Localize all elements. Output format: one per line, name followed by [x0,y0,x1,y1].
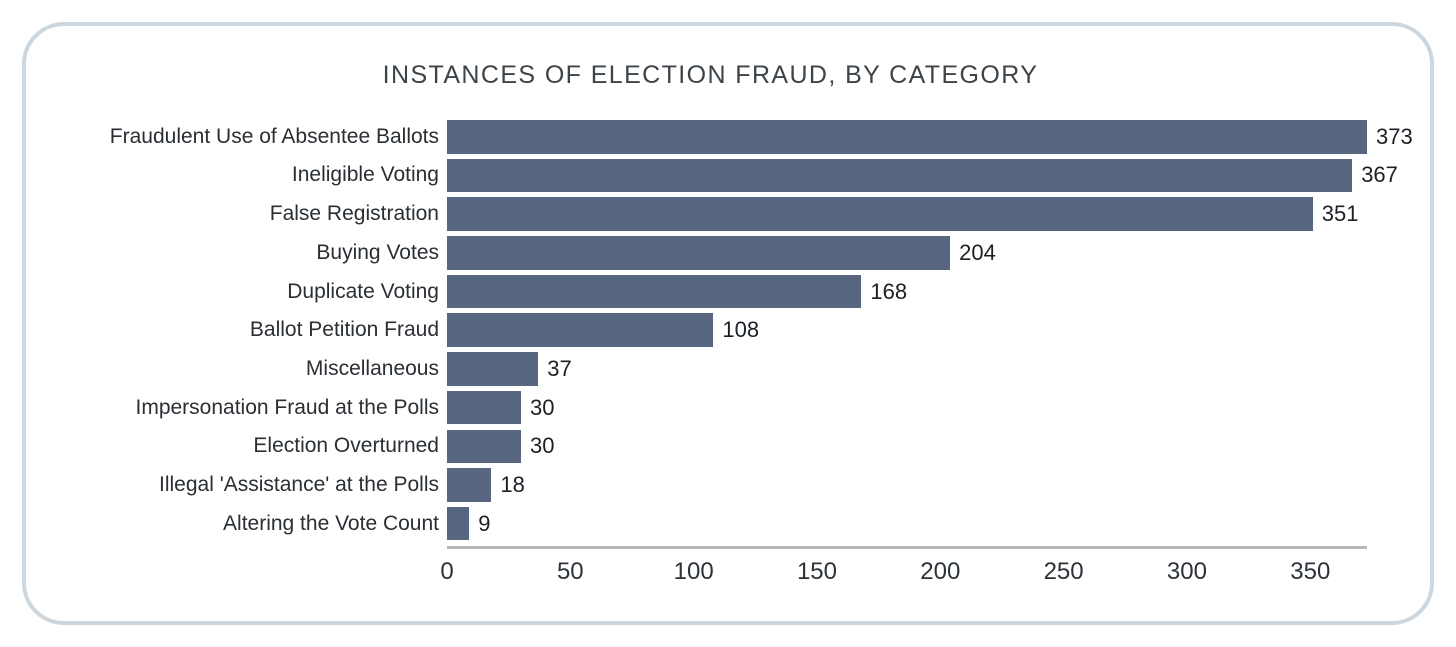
value-label: 37 [547,355,572,381]
bar [447,352,539,386]
bar-track: 9 [447,506,1367,541]
bar-track: 37 [447,352,1367,386]
x-axis-line [447,545,1367,549]
value-label: 367 [1361,162,1398,188]
x-tick-label: 250 [1043,557,1084,585]
x-tick-label: 50 [556,557,584,585]
bar-track: 351 [447,197,1367,231]
category-label: Fraudulent Use of Absentee Ballots [109,124,439,148]
value-label: 18 [500,471,525,497]
bar-track: 204 [447,236,1367,270]
bar [447,236,951,270]
bar-track: 168 [447,274,1367,309]
bar-row: Duplicate Voting 168 [54,274,1367,309]
x-tick-label: 100 [673,557,714,585]
bar [447,429,521,463]
category-label: Ballot Petition Fraud [249,318,439,342]
chart-title: INSTANCES OF ELECTION FRAUD, BY CATEGORY [382,61,1039,89]
bar-rows: Fraudulent Use of Absentee Ballots 373 Ine… [54,120,1413,541]
bar-row: False Registration 351 [54,197,1367,231]
bar-track: 367 [447,158,1398,193]
bar-row: Altering the Vote Count 9 [54,506,1367,541]
bar-row: Election Overturned 30 [54,429,1367,463]
category-label: Altering the Vote Count [223,511,439,535]
x-tick-label: 200 [920,557,961,585]
bar [447,158,1353,193]
bar-row: Miscellaneous 37 [54,352,1367,386]
value-label: 30 [529,433,555,459]
value-label: 168 [870,278,908,304]
category-label: Buying Votes [316,240,439,264]
bar-row: Fraudulent Use of Absentee Ballots 373 [54,120,1413,154]
category-label: Duplicate Voting [287,279,439,303]
category-label: Miscellaneous [305,356,439,380]
bar-row: Buying Votes 204 [54,236,1367,270]
x-tick-label: 300 [1166,557,1207,585]
value-label: 108 [722,317,760,343]
value-label: 30 [529,394,555,420]
x-tick-label: 350 [1290,557,1331,585]
bar [447,197,1313,231]
bar-track: 30 [447,390,1367,425]
bar [447,390,521,425]
bar [447,506,470,541]
bar-row: Illegal 'Assistance' at the Polls 18 [54,468,1367,502]
value-label: 373 [1376,123,1413,149]
bar [447,120,1367,154]
bar-track: 18 [447,468,1367,502]
value-label: 351 [1321,201,1359,227]
value-label: 204 [959,239,996,265]
axis-area: 0 50 100 150 200 250 300 350 [440,545,1367,592]
bar-row: Ballot Petition Fraud 108 [54,313,1367,347]
chart-card: INSTANCES OF ELECTION FRAUD, BY CATEGORY… [22,22,1434,625]
bar [447,468,492,502]
bar [447,313,714,347]
category-label: Impersonation Fraud at the Polls [135,395,440,419]
category-label: Ineligible Voting [291,163,439,187]
x-tick-label: 0 [440,557,454,585]
value-label: 9 [478,510,491,536]
bar-track: 30 [447,429,1367,463]
category-label: Election Overturned [253,434,439,458]
bar-track: 108 [447,313,1367,347]
bar-row: Ineligible Voting 367 [54,158,1398,193]
category-label: False Registration [269,202,439,226]
axis-spacer [54,546,447,592]
x-tick-label: 150 [796,557,837,585]
bar-row: Impersonation Fraud at the Polls 30 [54,390,1367,425]
bar [447,274,862,309]
category-label: Illegal 'Assistance' at the Polls [159,472,439,496]
bar-track: 373 [447,120,1413,154]
x-axis: 0 50 100 150 200 250 300 350 [54,545,1367,592]
